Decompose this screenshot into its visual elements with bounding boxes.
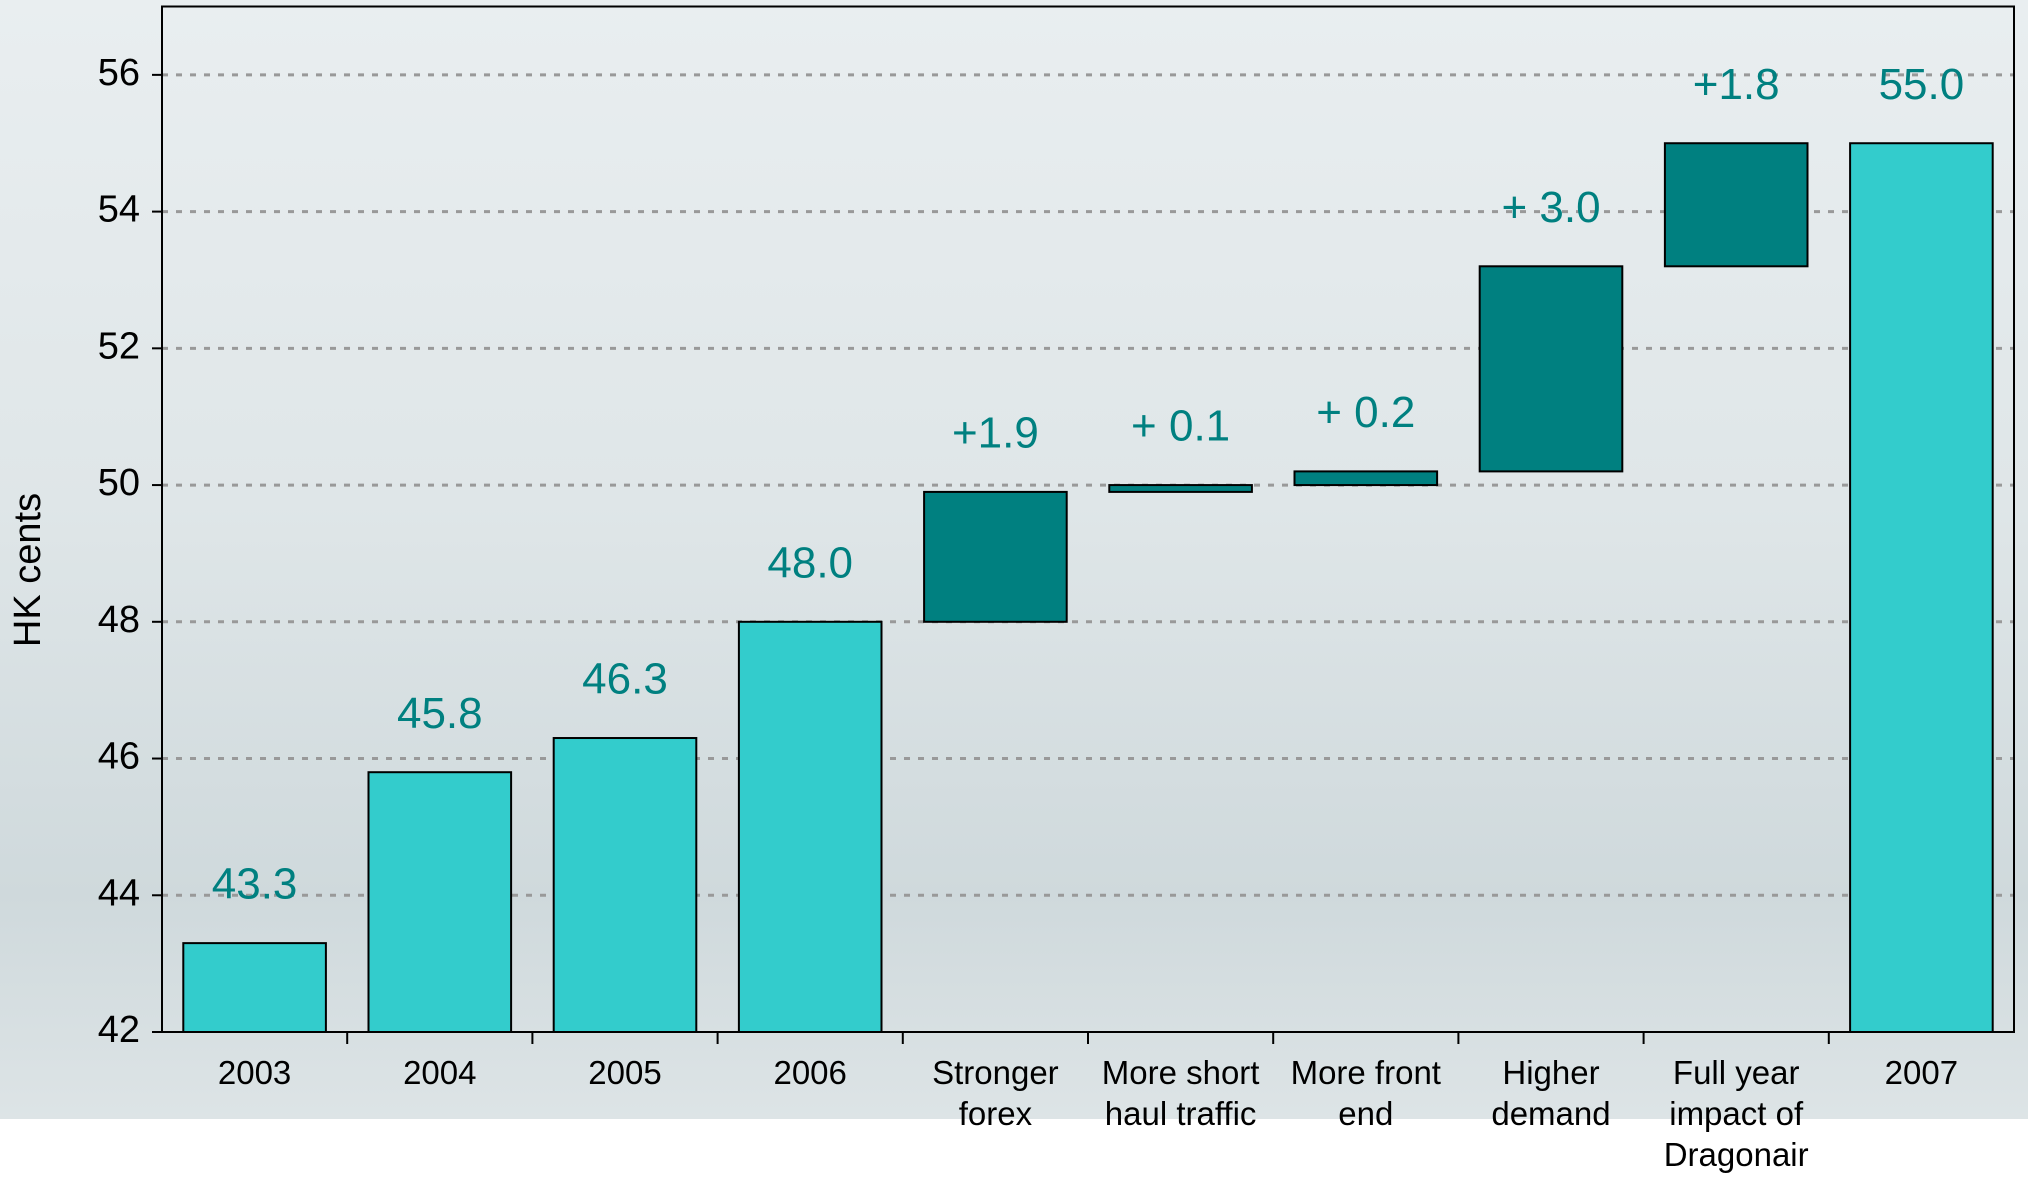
x-tick-label: 2003	[217, 1054, 292, 1091]
x-tick-label: Higher demand	[1491, 1054, 1611, 1132]
total-bar	[1849, 142, 1994, 1033]
x-tick-label: More front end	[1290, 1054, 1441, 1132]
value-label: + 3.0	[1501, 183, 1600, 232]
total-bar	[737, 620, 883, 1033]
value-label: 45.8	[397, 689, 483, 738]
x-tick-label: 2005	[588, 1054, 662, 1091]
y-tick-label: 46	[98, 736, 140, 778]
value-label: 55.0	[1879, 60, 1965, 109]
change-bar	[1663, 142, 1809, 268]
value-label: +1.9	[952, 409, 1039, 458]
y-tick-label: 56	[98, 52, 140, 94]
value-label: 43.3	[212, 860, 298, 909]
x-tick-label: Stronger forex	[932, 1054, 1059, 1132]
change-bar	[1293, 470, 1439, 487]
value-label: + 0.1	[1131, 402, 1230, 451]
y-tick-label: 54	[98, 189, 140, 231]
total-bar	[182, 942, 327, 1034]
value-label: 48.0	[767, 538, 853, 587]
change-bar	[923, 490, 1068, 623]
y-tick-label: 42	[98, 1009, 140, 1051]
y-tick-label: 48	[98, 599, 140, 641]
value-label: 46.3	[582, 655, 668, 704]
y-tick-label: 50	[98, 462, 140, 504]
y-tick-label: 44	[98, 872, 140, 914]
total-bar	[552, 737, 698, 1033]
change-bar	[1478, 265, 1624, 473]
change-bar	[1108, 484, 1253, 493]
x-tick-label: 2006	[773, 1054, 847, 1091]
x-tick-label: 2004	[403, 1054, 477, 1091]
x-tick-label: More short haul traffic	[1101, 1054, 1260, 1132]
value-label: +1.8	[1693, 60, 1780, 109]
y-axis-title: HK cents	[7, 493, 49, 647]
value-label: + 0.2	[1316, 388, 1415, 437]
x-tick-label: 2007	[1884, 1054, 1959, 1091]
total-bar	[367, 771, 513, 1033]
y-tick-label: 52	[98, 325, 140, 367]
x-tick-label: Full year impact of Dragonair	[1663, 1054, 1809, 1173]
